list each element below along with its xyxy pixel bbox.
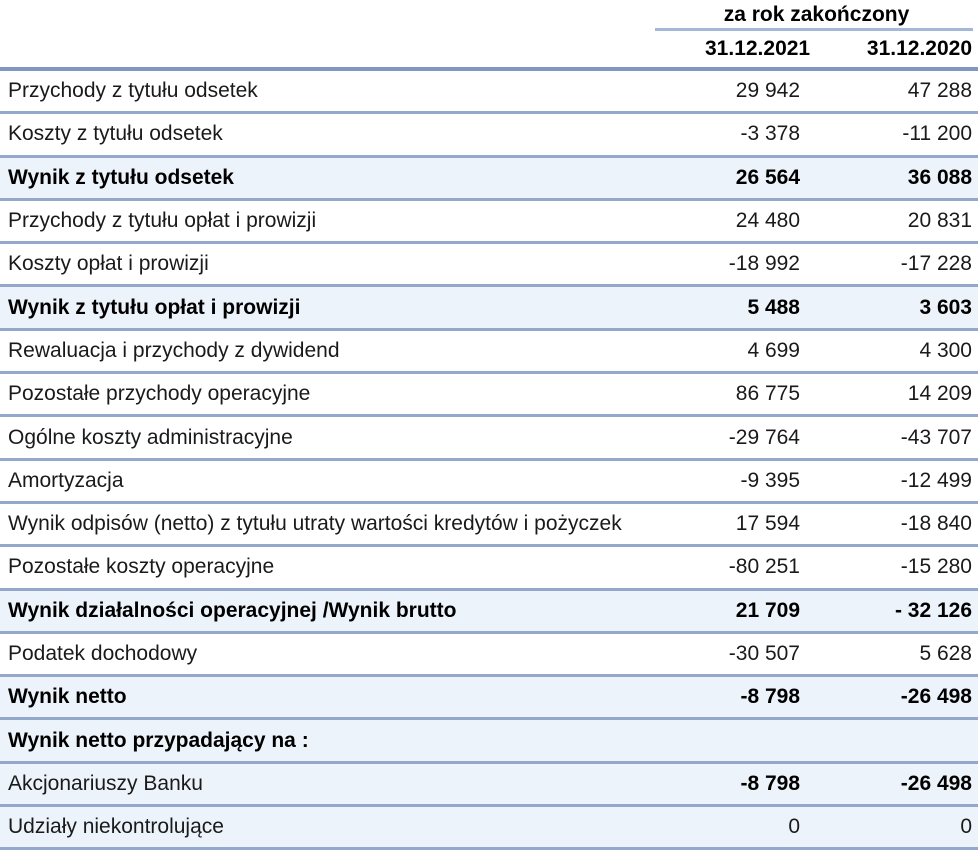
value-2020: 3 603 xyxy=(919,295,972,319)
table-row: Koszty opłat i prowizji -18 992 -17 228 xyxy=(0,244,978,288)
value-2021: 5 488 xyxy=(747,295,800,319)
row-label: Koszty opłat i prowizji xyxy=(8,252,209,276)
value-2021: 26 564 xyxy=(735,165,800,189)
value-2021: 86 775 xyxy=(735,382,800,406)
row-label: Przychody z tytułu odsetek xyxy=(8,79,258,103)
value-2021: -9 395 xyxy=(740,468,800,492)
value-2020: -18 840 xyxy=(900,512,972,536)
value-2021: -30 507 xyxy=(728,642,800,665)
value-2021: 17 594 xyxy=(735,512,800,536)
row-label: Wynik netto przypadający na : xyxy=(8,728,309,752)
table-row: Przychody z tytułu opłat i prowizji 24 4… xyxy=(0,200,978,245)
row-label: Ogólne koszty administracyjne xyxy=(8,425,293,449)
table-row-subtotal: Wynik netto -8 798 -26 498 xyxy=(0,677,978,721)
table-row: Podatek dochodowy -30 507 5 628 xyxy=(0,633,978,678)
row-label: Przychody z tytułu opłat i prowizji xyxy=(8,209,317,233)
period-group-header: za rok zakończony xyxy=(723,3,910,26)
value-2020: 47 288 xyxy=(907,79,972,103)
table-row-section-header: Wynik netto przypadający na : xyxy=(0,720,978,764)
table-row: Przychody z tytułu odsetek 29 942 47 288 xyxy=(0,71,978,115)
value-2021: -8 798 xyxy=(740,685,800,709)
value-2021: 21 709 xyxy=(735,598,800,622)
value-2020: 14 209 xyxy=(907,382,972,406)
row-label: Udziały niekontrolujące xyxy=(8,815,224,839)
row-label: Wynik działalności operacyjnej /Wynik br… xyxy=(8,598,457,622)
row-label: Akcjonariuszy Banku xyxy=(8,771,203,795)
value-2021: 0 xyxy=(788,815,800,839)
row-label: Rewaluacja i przychody z dywidend xyxy=(8,338,340,362)
table-row: Akcjonariuszy Banku -8 798 -26 498 xyxy=(0,763,978,808)
table-row: Pozostałe przychody operacyjne 86 775 14… xyxy=(0,374,978,418)
value-2020: 0 xyxy=(960,815,972,839)
row-label: Podatek dochodowy xyxy=(8,642,198,665)
column-headers-row: 31.12.2021 31.12.2020 xyxy=(0,31,978,67)
column-header-2020: 31.12.2020 xyxy=(866,37,972,60)
value-2021: 24 480 xyxy=(735,209,800,233)
row-label: Wynik netto xyxy=(8,685,127,709)
period-group-underline xyxy=(655,28,973,31)
column-header-2021: 31.12.2021 xyxy=(705,37,811,60)
header-rule xyxy=(0,67,978,71)
value-2021: 4 699 xyxy=(747,338,800,362)
table-row: Koszty z tytułu odsetek -3 378 -11 200 xyxy=(0,114,978,158)
row-label: Wynik odpisów (netto) z tytułu utraty wa… xyxy=(8,512,622,536)
row-label: Amortyzacja xyxy=(8,468,124,492)
table-row-subtotal: Wynik z tytułu odsetek 26 564 36 088 xyxy=(0,157,978,201)
value-2021: -3 378 xyxy=(740,122,800,146)
value-2020: -12 499 xyxy=(900,468,972,492)
table-row: Wynik odpisów (netto) z tytułu utraty wa… xyxy=(0,503,978,548)
value-2020: -15 280 xyxy=(900,555,972,579)
row-label: Pozostałe przychody operacyjne xyxy=(8,382,311,406)
value-2020: 36 088 xyxy=(907,165,972,189)
row-label: Wynik z tytułu odsetek xyxy=(8,165,234,189)
value-2020: 4 300 xyxy=(919,338,972,362)
row-label: Koszty z tytułu odsetek xyxy=(8,122,223,146)
table-row-subtotal: Wynik działalności operacyjnej /Wynik br… xyxy=(0,590,978,634)
table-row: Rewaluacja i przychody z dywidend 4 699 … xyxy=(0,330,978,375)
value-2020: -11 200 xyxy=(902,122,972,146)
value-2021: -29 764 xyxy=(728,425,800,449)
value-2021: 29 942 xyxy=(735,79,800,103)
value-2020: -17 228 xyxy=(900,252,972,276)
value-2020: 5 628 xyxy=(919,642,972,665)
row-label: Pozostałe koszty operacyjne xyxy=(8,555,275,579)
table-row: Ogólne koszty administracyjne -29 764 -4… xyxy=(0,417,978,461)
table-row-subtotal: Wynik z tytułu opłat i prowizji 5 488 3 … xyxy=(0,287,978,331)
value-2020: -26 498 xyxy=(900,771,972,795)
table-row: Udziały niekontrolujące 0 0 xyxy=(0,807,978,851)
table-row: Amortyzacja -9 395 -12 499 xyxy=(0,460,978,504)
table-row: Pozostałe koszty operacyjne -80 251 -15 … xyxy=(0,547,978,591)
value-2020: 20 831 xyxy=(907,209,972,233)
value-2021: -18 992 xyxy=(728,252,800,276)
value-2020: -26 498 xyxy=(900,685,972,709)
row-label: Wynik z tytułu opłat i prowizji xyxy=(8,295,301,319)
value-2020: -43 707 xyxy=(900,425,972,449)
value-2020: - 32 126 xyxy=(894,598,972,622)
value-2021: -8 798 xyxy=(740,771,800,795)
value-2021: -80 251 xyxy=(728,555,800,579)
